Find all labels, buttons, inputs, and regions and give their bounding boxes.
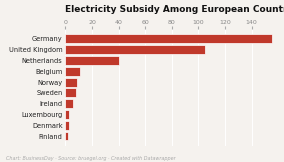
Bar <box>65 99 73 108</box>
Bar <box>65 88 76 97</box>
Text: Chart: BusinessDay · Source: bruegel.org · Created with Datawrapper: Chart: BusinessDay · Source: bruegel.org… <box>6 156 175 161</box>
Bar <box>65 132 68 140</box>
Bar <box>65 78 77 87</box>
Bar <box>65 56 119 65</box>
Bar <box>65 110 69 119</box>
Bar <box>65 121 69 130</box>
Bar <box>65 35 272 43</box>
Text: Electricity Subsidy Among European Countries (€bn): Electricity Subsidy Among European Count… <box>65 5 284 14</box>
Bar <box>65 45 205 54</box>
Bar <box>65 67 80 76</box>
